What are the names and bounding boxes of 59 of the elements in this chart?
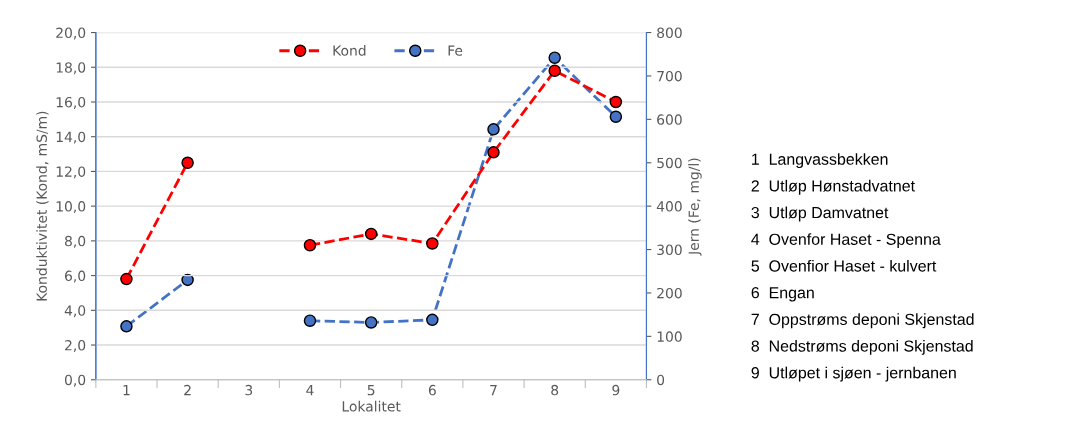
x-tick-label: 7 [490, 385, 497, 396]
x-tick-label: 5 [367, 385, 375, 396]
y-tick-label: 2,0 [65, 340, 86, 352]
point [364, 316, 378, 329]
text: 6 Engan [751, 287, 814, 302]
text: 1 Langvassbekken [752, 153, 888, 169]
y2-tick-label: 200 [657, 287, 682, 299]
y-tick-label: 8,0 [64, 235, 86, 248]
point [548, 51, 561, 64]
x-tick-label: 4 [306, 385, 314, 396]
y2-tick-label: 800 [657, 27, 682, 39]
legend-label: Kond [333, 45, 366, 56]
text: 3 Utløp Damvatnet [751, 206, 889, 222]
y-tick-label: 16,0 [56, 96, 86, 109]
y-axis-title: Konduktivitet (Kond, mS/m) [36, 111, 49, 301]
point [609, 110, 623, 123]
point [120, 320, 133, 333]
y2-tick-label: 0 [657, 374, 665, 386]
text: 8 Nedstrøms deponi Skjenstad [751, 339, 973, 355]
y-tick-label: 12,0 [56, 166, 86, 179]
x-tick-label: 1 [123, 385, 130, 396]
point [487, 146, 500, 159]
legend-label: Fe [448, 45, 463, 56]
text: 2 Utløp Hønstadvatnet [751, 179, 915, 195]
y-tick-label: 10,0 [56, 201, 86, 214]
y-tick-label: 14,0 [56, 131, 86, 144]
text: 5 Ovenfior Haset - kulvert [751, 259, 937, 272]
x-tick-label: 9 [612, 384, 620, 396]
y2-tick-label: 700 [657, 70, 682, 82]
y2-axis-title: Jern (Fe, mg/l) [688, 158, 702, 256]
point [426, 313, 439, 327]
point [303, 238, 317, 252]
x-tick-label: 6 [428, 384, 436, 396]
point [548, 64, 561, 77]
text: 9 Utløpet i sjøen - jernbanen [751, 366, 956, 382]
y-tick-label: 4,0 [64, 305, 86, 318]
point [609, 95, 623, 109]
point [364, 227, 378, 241]
point [487, 123, 500, 136]
x-axis-title: Lokalitet [342, 400, 401, 412]
y2-tick-label: 100 [657, 331, 682, 342]
text: 7 Oppstrøms deponi Skjenstad [751, 313, 974, 329]
y-tick-label: 18,0 [56, 62, 86, 75]
y-tick-label: 0,0 [64, 374, 86, 387]
x-tick-label: 3 [245, 384, 253, 396]
y2-tick-label: 300 [657, 244, 682, 256]
point [181, 273, 194, 287]
x-tick-label: 2 [184, 384, 191, 396]
point [303, 314, 317, 327]
text: 4 Ovenfor Haset - Spenna [751, 233, 941, 249]
y-tick-label: 20,0 [56, 27, 86, 40]
point [120, 272, 133, 286]
x-tick-label: 8 [551, 384, 559, 396]
y2-tick-label: 600 [657, 114, 682, 125]
y2-tick-label: 400 [656, 201, 682, 212]
point [426, 237, 439, 250]
y-tick-label: 6,0 [65, 270, 86, 283]
y2-tick-label: 500 [657, 157, 682, 169]
point [181, 156, 194, 170]
